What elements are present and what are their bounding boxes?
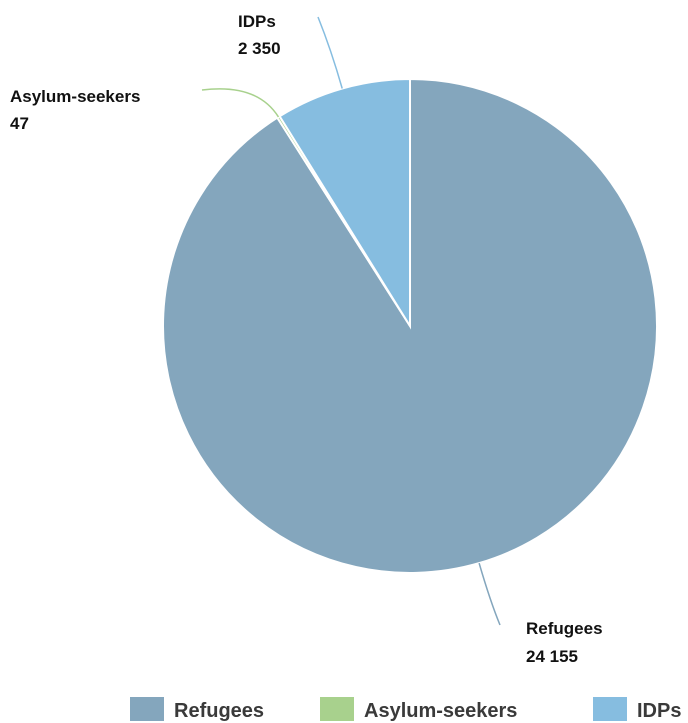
data-label-idps-value: 2 350: [238, 39, 281, 58]
pie-slice-idps: [278, 77, 411, 330]
leader-line-asylum-seekers: [201, 88, 280, 118]
legend-label-idps: IDPs: [637, 700, 681, 722]
legend-item-refugees: Refugees: [130, 697, 264, 722]
legend-swatch-asylum-seekers: [320, 697, 354, 721]
legend: Refugees Asylum-seekers IDPs: [130, 697, 681, 722]
data-label-idps-name: IDPs: [238, 12, 276, 31]
data-label-idps: IDPs 2 350: [238, 12, 281, 58]
legend-swatch-idps: [593, 697, 627, 721]
data-label-asylum-seekers: Asylum-seekers 47: [10, 87, 140, 133]
leader-line-refugees: [478, 562, 501, 626]
data-label-asylum-seekers-name: Asylum-seekers: [10, 87, 140, 106]
legend-item-asylum-seekers: Asylum-seekers: [320, 697, 517, 722]
data-label-refugees-value: 24 155: [526, 647, 578, 666]
legend-label-asylum-seekers: Asylum-seekers: [364, 700, 517, 722]
data-label-asylum-seekers-value: 47: [10, 114, 29, 133]
legend-item-idps: IDPs: [593, 697, 681, 722]
pie-slices: [162, 77, 658, 574]
legend-label-refugees: Refugees: [174, 700, 264, 722]
leader-lines: [201, 16, 501, 626]
leader-line-idps: [317, 16, 343, 89]
data-label-refugees-name: Refugees: [526, 619, 603, 638]
data-label-refugees: Refugees 24 155: [526, 619, 603, 666]
legend-swatch-refugees: [130, 697, 164, 721]
